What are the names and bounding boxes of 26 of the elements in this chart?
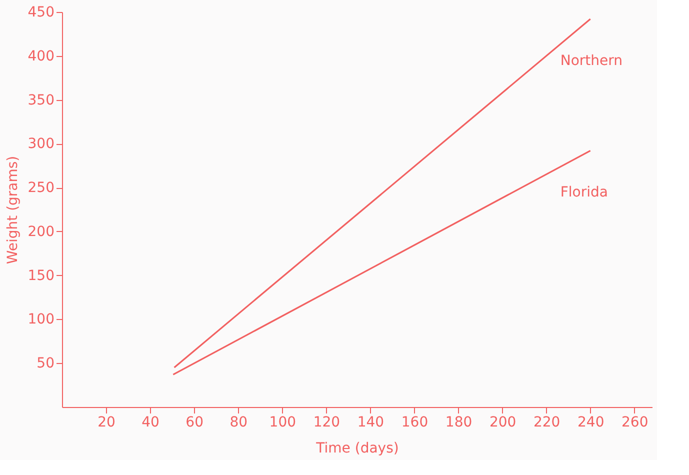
x-tick-label: 100 (269, 414, 296, 430)
x-tick-label: 220 (533, 414, 560, 430)
x-tick-label: 260 (622, 414, 648, 430)
x-tick-label: 40 (142, 414, 160, 430)
y-tick-label: 50 (36, 356, 54, 372)
y-tick-label: 450 (28, 4, 54, 20)
y-tick-label: 100 (28, 312, 54, 328)
x-tick-label: 160 (401, 414, 428, 430)
x-tick-label: 60 (186, 414, 204, 430)
x-tick-label: 120 (313, 414, 340, 430)
y-axis-title: Weight (grams) (4, 156, 21, 264)
x-tick-label: 140 (357, 414, 384, 430)
x-tick-label: 20 (98, 414, 116, 430)
y-tick-label: 150 (28, 268, 54, 284)
x-tick-label: 80 (230, 414, 248, 430)
y-tick-label: 300 (28, 136, 54, 152)
x-axis-title: Time (days) (315, 440, 399, 456)
y-tick-label: 400 (28, 48, 54, 64)
x-tick-label: 240 (577, 414, 604, 430)
series-label: Northern (560, 53, 623, 70)
series-label: Florida (560, 184, 608, 201)
x-tick-label: 200 (489, 414, 516, 430)
y-tick-label: 250 (28, 180, 54, 196)
y-tick-label: 200 (28, 224, 54, 240)
x-tick-label: 180 (445, 414, 472, 430)
y-tick-label: 350 (28, 92, 54, 108)
